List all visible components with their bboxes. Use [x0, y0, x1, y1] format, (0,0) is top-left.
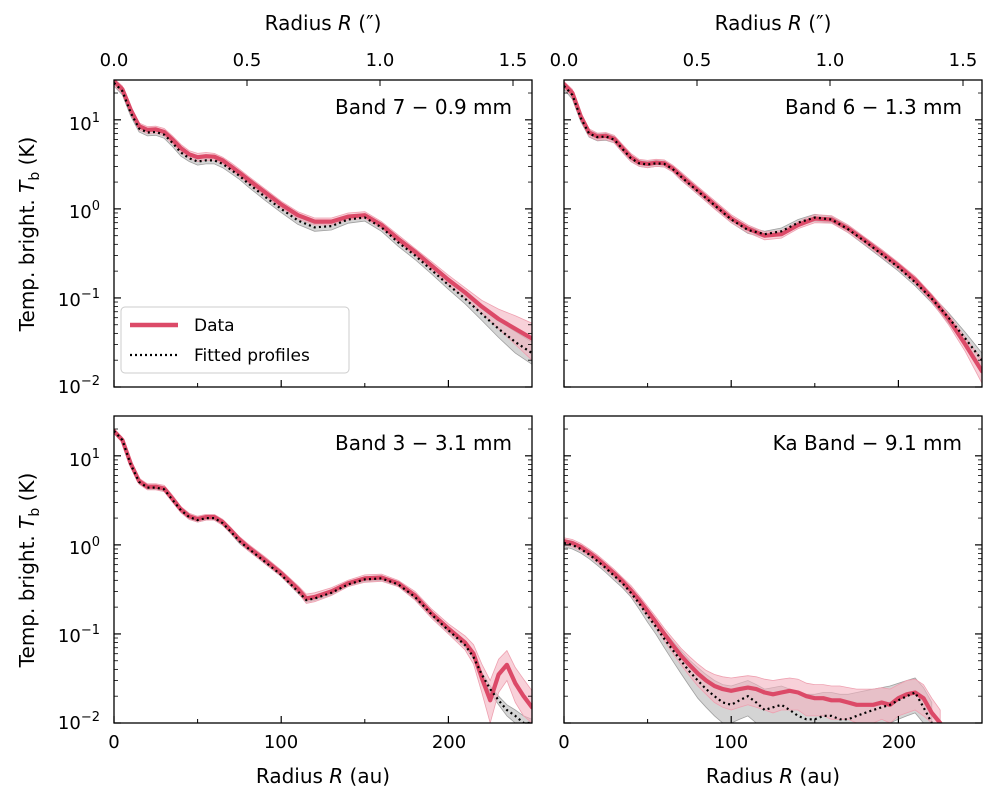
- panel-kaband-frame: [563, 415, 983, 724]
- panel-band3-xtick-label-0: 0: [108, 732, 119, 753]
- panel-band3-xtick-label-100: 100: [264, 732, 298, 753]
- panel-band3-frame: [113, 415, 533, 724]
- panel-band7-top-tick-label-1.5: 1.5: [499, 50, 528, 71]
- panel-kaband-fit-line: [564, 541, 933, 723]
- panel-kaband-xtick-label-100: 100: [714, 732, 748, 753]
- panel-band3: Band 3 − 3.1 mm 101 100 10−1 10−2 Temp. …: [15, 415, 533, 788]
- panel-band7-top-axis-label: Radius R (″): [265, 11, 382, 35]
- panel-band7-data-line: [114, 80, 532, 341]
- panel-kaband-data-line: [564, 539, 943, 723]
- panel-band6-band-label: Band 6 − 1.3 mm: [785, 95, 962, 119]
- panel-band6-top-axis-label: Radius R (″): [715, 11, 832, 35]
- panel-kaband-data-band: [564, 537, 941, 723]
- panel-band6-top-tick-label-1.0: 1.0: [816, 50, 845, 71]
- legend: Data Fitted profiles: [120, 306, 350, 374]
- panel-band7: Band 7 − 0.9 mm Radius R (″) 0.0 0.5 1.0…: [15, 11, 533, 398]
- panel-band7-band-label: Band 7 − 0.9 mm: [335, 95, 512, 119]
- panel-band7-top-ticks: 0.0 0.5 1.0 1.5: [100, 50, 528, 86]
- panel-kaband-band-label: Ka Band − 9.1 mm: [773, 431, 962, 455]
- panel-band7-y-tick-labels: 101 100 10−1 10−2: [58, 111, 100, 398]
- panel-band6-top-tick-label-1.5: 1.5: [949, 50, 978, 71]
- legend-fit-label: Fitted profiles: [194, 346, 310, 366]
- panel-band3-x-tick-labels: 0 100 200: [108, 732, 466, 753]
- panel-band3-content: [114, 428, 532, 723]
- panel-band6-top-tick-label-0.5: 0.5: [683, 50, 712, 71]
- panel-band7-frame: [113, 79, 533, 388]
- panel-kaband-xtick-label-200: 200: [882, 732, 916, 753]
- panel-band6-data-band: [564, 80, 982, 384]
- panel-band3-y-axis-label: Temp. bright. Tb (K): [15, 473, 43, 669]
- panel-band6-top-tick-label-0: 0.0: [550, 50, 579, 71]
- panel-kaband: Ka Band − 9.1 mm 0 100 200 Radius R (au): [558, 415, 983, 788]
- panel-band3-data-line: [114, 428, 532, 710]
- panel-kaband-x-axis-label: Radius R (au): [706, 764, 840, 788]
- panel-band6-top-ticks: 0.0 0.5 1.0 1.5: [550, 50, 978, 86]
- panel-band3-band-label: Band 3 − 3.1 mm: [335, 431, 512, 455]
- panel-band6: Band 6 − 1.3 mm Radius R (″) 0.0 0.5 1.0…: [550, 11, 983, 388]
- panel-band6-frame: [563, 79, 983, 388]
- panel-band3-xtick-label-200: 200: [432, 732, 466, 753]
- legend-data-label: Data: [194, 316, 235, 336]
- panel-band7-top-tick-label-0: 0.0: [100, 50, 129, 71]
- panel-kaband-x-tick-labels: 0 100 200: [558, 732, 916, 753]
- panel-band7-top-tick-label-1.0: 1.0: [366, 50, 395, 71]
- panel-kaband-xtick-label-0: 0: [558, 732, 569, 753]
- panel-band6-content: [564, 80, 982, 384]
- panel-band6-data-line: [564, 82, 982, 374]
- panel-band7-content: [114, 80, 532, 365]
- panel-band7-top-tick-label-0.5: 0.5: [233, 50, 262, 71]
- panel-band7-y-axis-label: Temp. bright. Tb (K): [15, 137, 43, 333]
- panel-kaband-content: [564, 537, 943, 723]
- panel-band3-x-axis-label: Radius R (au): [256, 764, 390, 788]
- panel-band3-ytick-label-0.1: 10−1: [58, 623, 100, 647]
- panel-band6-fit-line: [564, 85, 982, 361]
- panel-band3-fit-line: [114, 430, 532, 723]
